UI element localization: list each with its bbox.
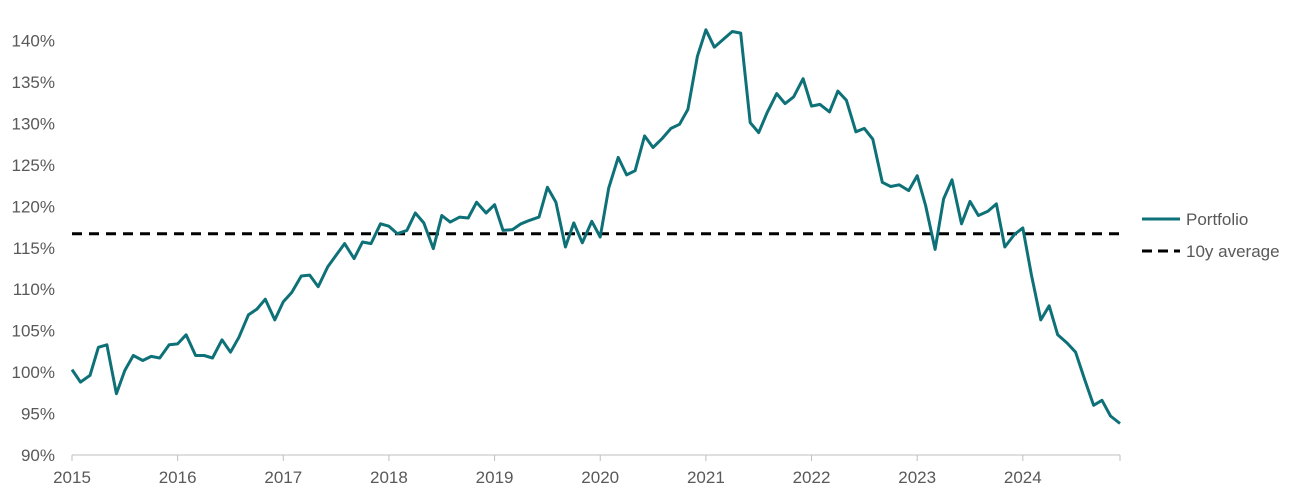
y-axis-tick-labels: 90% 95% 100% 105% 110% 115% 120% 125% 130% 135% 14…: [12, 32, 55, 465]
x-tick-label: 2016: [159, 468, 197, 487]
y-tick-label: 100%: [12, 363, 55, 382]
y-tick-label: 115%: [13, 239, 55, 258]
x-tick-label: 2015: [53, 468, 91, 487]
legend: Portfolio 10y average: [1142, 210, 1280, 261]
x-tick-label: 2020: [581, 468, 619, 487]
series-layer: [70, 28, 1121, 425]
y-tick-label: 130%: [12, 114, 55, 133]
x-tick-label: 2017: [264, 468, 302, 487]
x-tick-label: 2023: [898, 468, 936, 487]
y-tick-label: 90%: [21, 446, 55, 465]
legend-label-portfolio: Portfolio: [1186, 210, 1248, 229]
series-line-portfolio: [70, 28, 1121, 425]
x-tick-label: 2019: [476, 468, 514, 487]
x-axis: 2015 2016 2017 2018 2019 2020 2021 2022 2023 2024: [53, 454, 1121, 487]
y-tick-label: 140%: [12, 32, 55, 51]
y-tick-label: 135%: [12, 73, 55, 92]
x-tick-label: 2024: [1004, 468, 1042, 487]
y-tick-label: 120%: [12, 197, 55, 216]
y-tick-label: 105%: [12, 322, 55, 341]
y-tick-label: 110%: [13, 280, 55, 299]
y-tick-label: 125%: [12, 156, 55, 175]
x-tick-label: 2018: [370, 468, 408, 487]
x-tick-label: 2022: [793, 468, 831, 487]
x-tick-label: 2021: [687, 468, 725, 487]
y-tick-label: 95%: [21, 405, 55, 424]
legend-label-10y-average: 10y average: [1186, 242, 1280, 261]
